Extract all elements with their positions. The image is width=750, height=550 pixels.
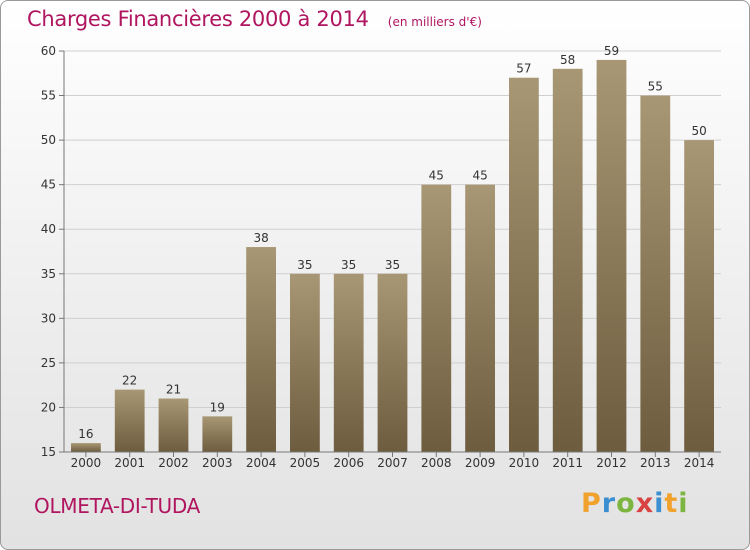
value-label: 45 [429, 169, 444, 183]
bar [158, 398, 189, 452]
bar [421, 184, 452, 452]
bar [246, 247, 276, 452]
y-tick-label: 55 [41, 89, 56, 103]
value-label: 16 [78, 427, 93, 441]
x-tick-label: 2002 [158, 456, 189, 470]
commune-name: OLMETA-DI-TUDA [34, 494, 200, 518]
title-row: Charges Financières 2000 à 2014 (en mill… [27, 7, 482, 31]
value-label: 59 [604, 44, 619, 58]
logo-letter: o [616, 488, 636, 519]
logo-letter: P [581, 488, 602, 519]
x-tick-label: 2012 [596, 456, 627, 470]
value-label: 58 [560, 53, 575, 67]
labels: 16 22 21 19 38 35 35 35 45 45 57 58 59 55 50 [78, 44, 706, 441]
x-tick-label: 2004 [246, 456, 277, 470]
bar [509, 77, 539, 452]
bar [333, 273, 364, 452]
logo-letter: r [601, 488, 617, 519]
value-label: 38 [253, 231, 268, 245]
logo-letter: x [635, 488, 655, 519]
y-tick-label: 45 [41, 178, 56, 192]
bar [71, 443, 101, 452]
bar [552, 68, 583, 453]
bar [290, 273, 320, 452]
bar [377, 273, 408, 452]
chart-title: Charges Financières 2000 à 2014 [27, 7, 369, 31]
bar [596, 59, 627, 453]
y-tick-label: 15 [41, 445, 56, 459]
value-label: 21 [166, 383, 181, 397]
x-tick-label: 2009 [465, 456, 496, 470]
bar [202, 416, 233, 452]
x-tick-label: 2001 [114, 456, 145, 470]
x-tick-label: 2011 [552, 456, 583, 470]
value-label: 19 [210, 400, 225, 414]
x-tick-label: 2014 [684, 456, 715, 470]
y-tick-label: 50 [41, 133, 56, 147]
value-label: 50 [691, 124, 706, 138]
y-tick-label: 60 [41, 44, 56, 58]
axes: 15 20 25 30 35 40 45 50 55 60 2000 2001 2002 2003 2004… [41, 44, 721, 470]
bar [684, 140, 714, 452]
logo-letter: i [654, 488, 665, 519]
value-label: 35 [341, 258, 356, 272]
logo-letter: i [678, 488, 689, 519]
x-tick-label: 2007 [377, 456, 408, 470]
y-tick-label: 25 [41, 356, 56, 370]
y-tick-label: 40 [41, 222, 56, 236]
bars [71, 59, 714, 453]
y-tick-label: 20 [41, 400, 56, 414]
bar [465, 184, 495, 452]
x-tick-label: 2013 [640, 456, 671, 470]
logo-letter: t [664, 488, 679, 519]
x-tick-label: 2000 [71, 456, 102, 470]
chart-subtitle: (en milliers d'€) [387, 15, 482, 29]
bar [114, 389, 145, 452]
y-tick-label: 35 [41, 267, 56, 281]
value-label: 45 [472, 169, 487, 183]
bar [640, 95, 671, 453]
x-tick-label: 2008 [421, 456, 452, 470]
value-label: 55 [648, 80, 663, 94]
value-label: 35 [297, 258, 312, 272]
value-label: 22 [122, 374, 137, 388]
x-tick-label: 2003 [202, 456, 233, 470]
proxiti-logo: Proxiti [581, 488, 689, 519]
value-label: 57 [516, 62, 531, 76]
x-tick-label: 2005 [290, 456, 321, 470]
x-tick-label: 2010 [509, 456, 540, 470]
x-tick-label: 2006 [333, 456, 364, 470]
value-label: 35 [385, 258, 400, 272]
y-tick-label: 30 [41, 311, 56, 325]
